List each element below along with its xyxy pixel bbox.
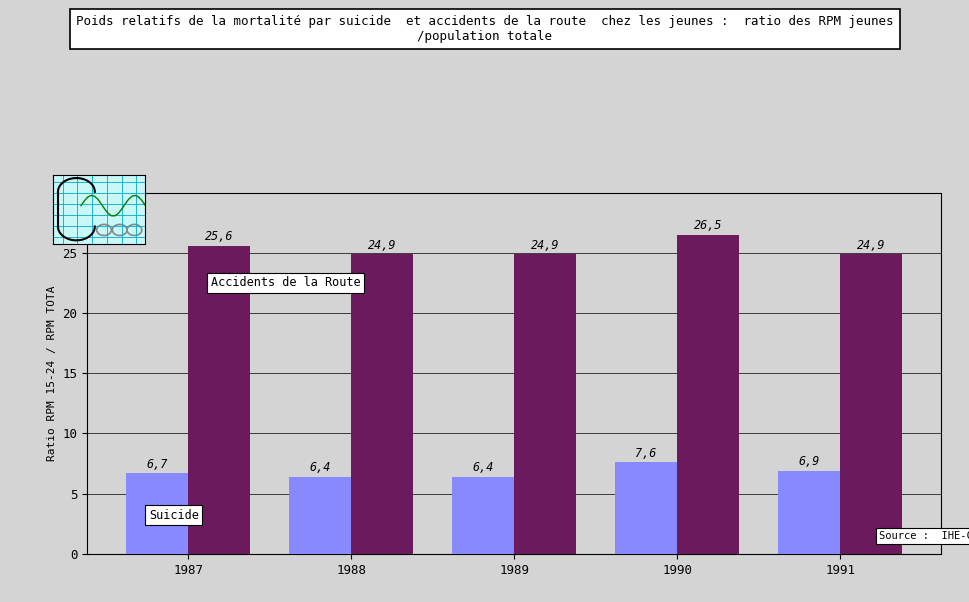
Text: 6,4: 6,4 — [309, 461, 330, 474]
Bar — [514, 254, 576, 554]
Bar — [351, 254, 413, 554]
Text: Source :  IHE-CROSP in SPMA: Source : IHE-CROSP in SPMA — [878, 531, 969, 541]
Text: Suicide: Suicide — [149, 509, 199, 522]
Bar — [188, 246, 250, 554]
Bar — [777, 471, 839, 554]
Bar — [839, 254, 901, 554]
Bar — [676, 235, 738, 554]
Text: Accidents de la Route: Accidents de la Route — [210, 276, 360, 290]
Text: 24,9: 24,9 — [530, 238, 559, 252]
Bar — [452, 477, 514, 554]
Text: 7,6: 7,6 — [635, 447, 656, 460]
Y-axis label: Ratio RPM 15-24 / RPM TOTA: Ratio RPM 15-24 / RPM TOTA — [47, 285, 57, 461]
Bar — [614, 462, 676, 554]
Text: Poids relatifs de la mortalité par suicide  et accidents de la route  chez les j: Poids relatifs de la mortalité par suici… — [77, 15, 892, 43]
Text: 24,9: 24,9 — [856, 238, 885, 252]
Text: 24,9: 24,9 — [367, 238, 396, 252]
Bar — [289, 477, 351, 554]
Bar — [126, 473, 188, 554]
Text: 6,9: 6,9 — [797, 455, 819, 468]
Text: 6,4: 6,4 — [472, 461, 493, 474]
Text: 6,7: 6,7 — [146, 458, 168, 471]
Text: 25,6: 25,6 — [204, 230, 233, 243]
Text: 26,5: 26,5 — [693, 219, 722, 232]
